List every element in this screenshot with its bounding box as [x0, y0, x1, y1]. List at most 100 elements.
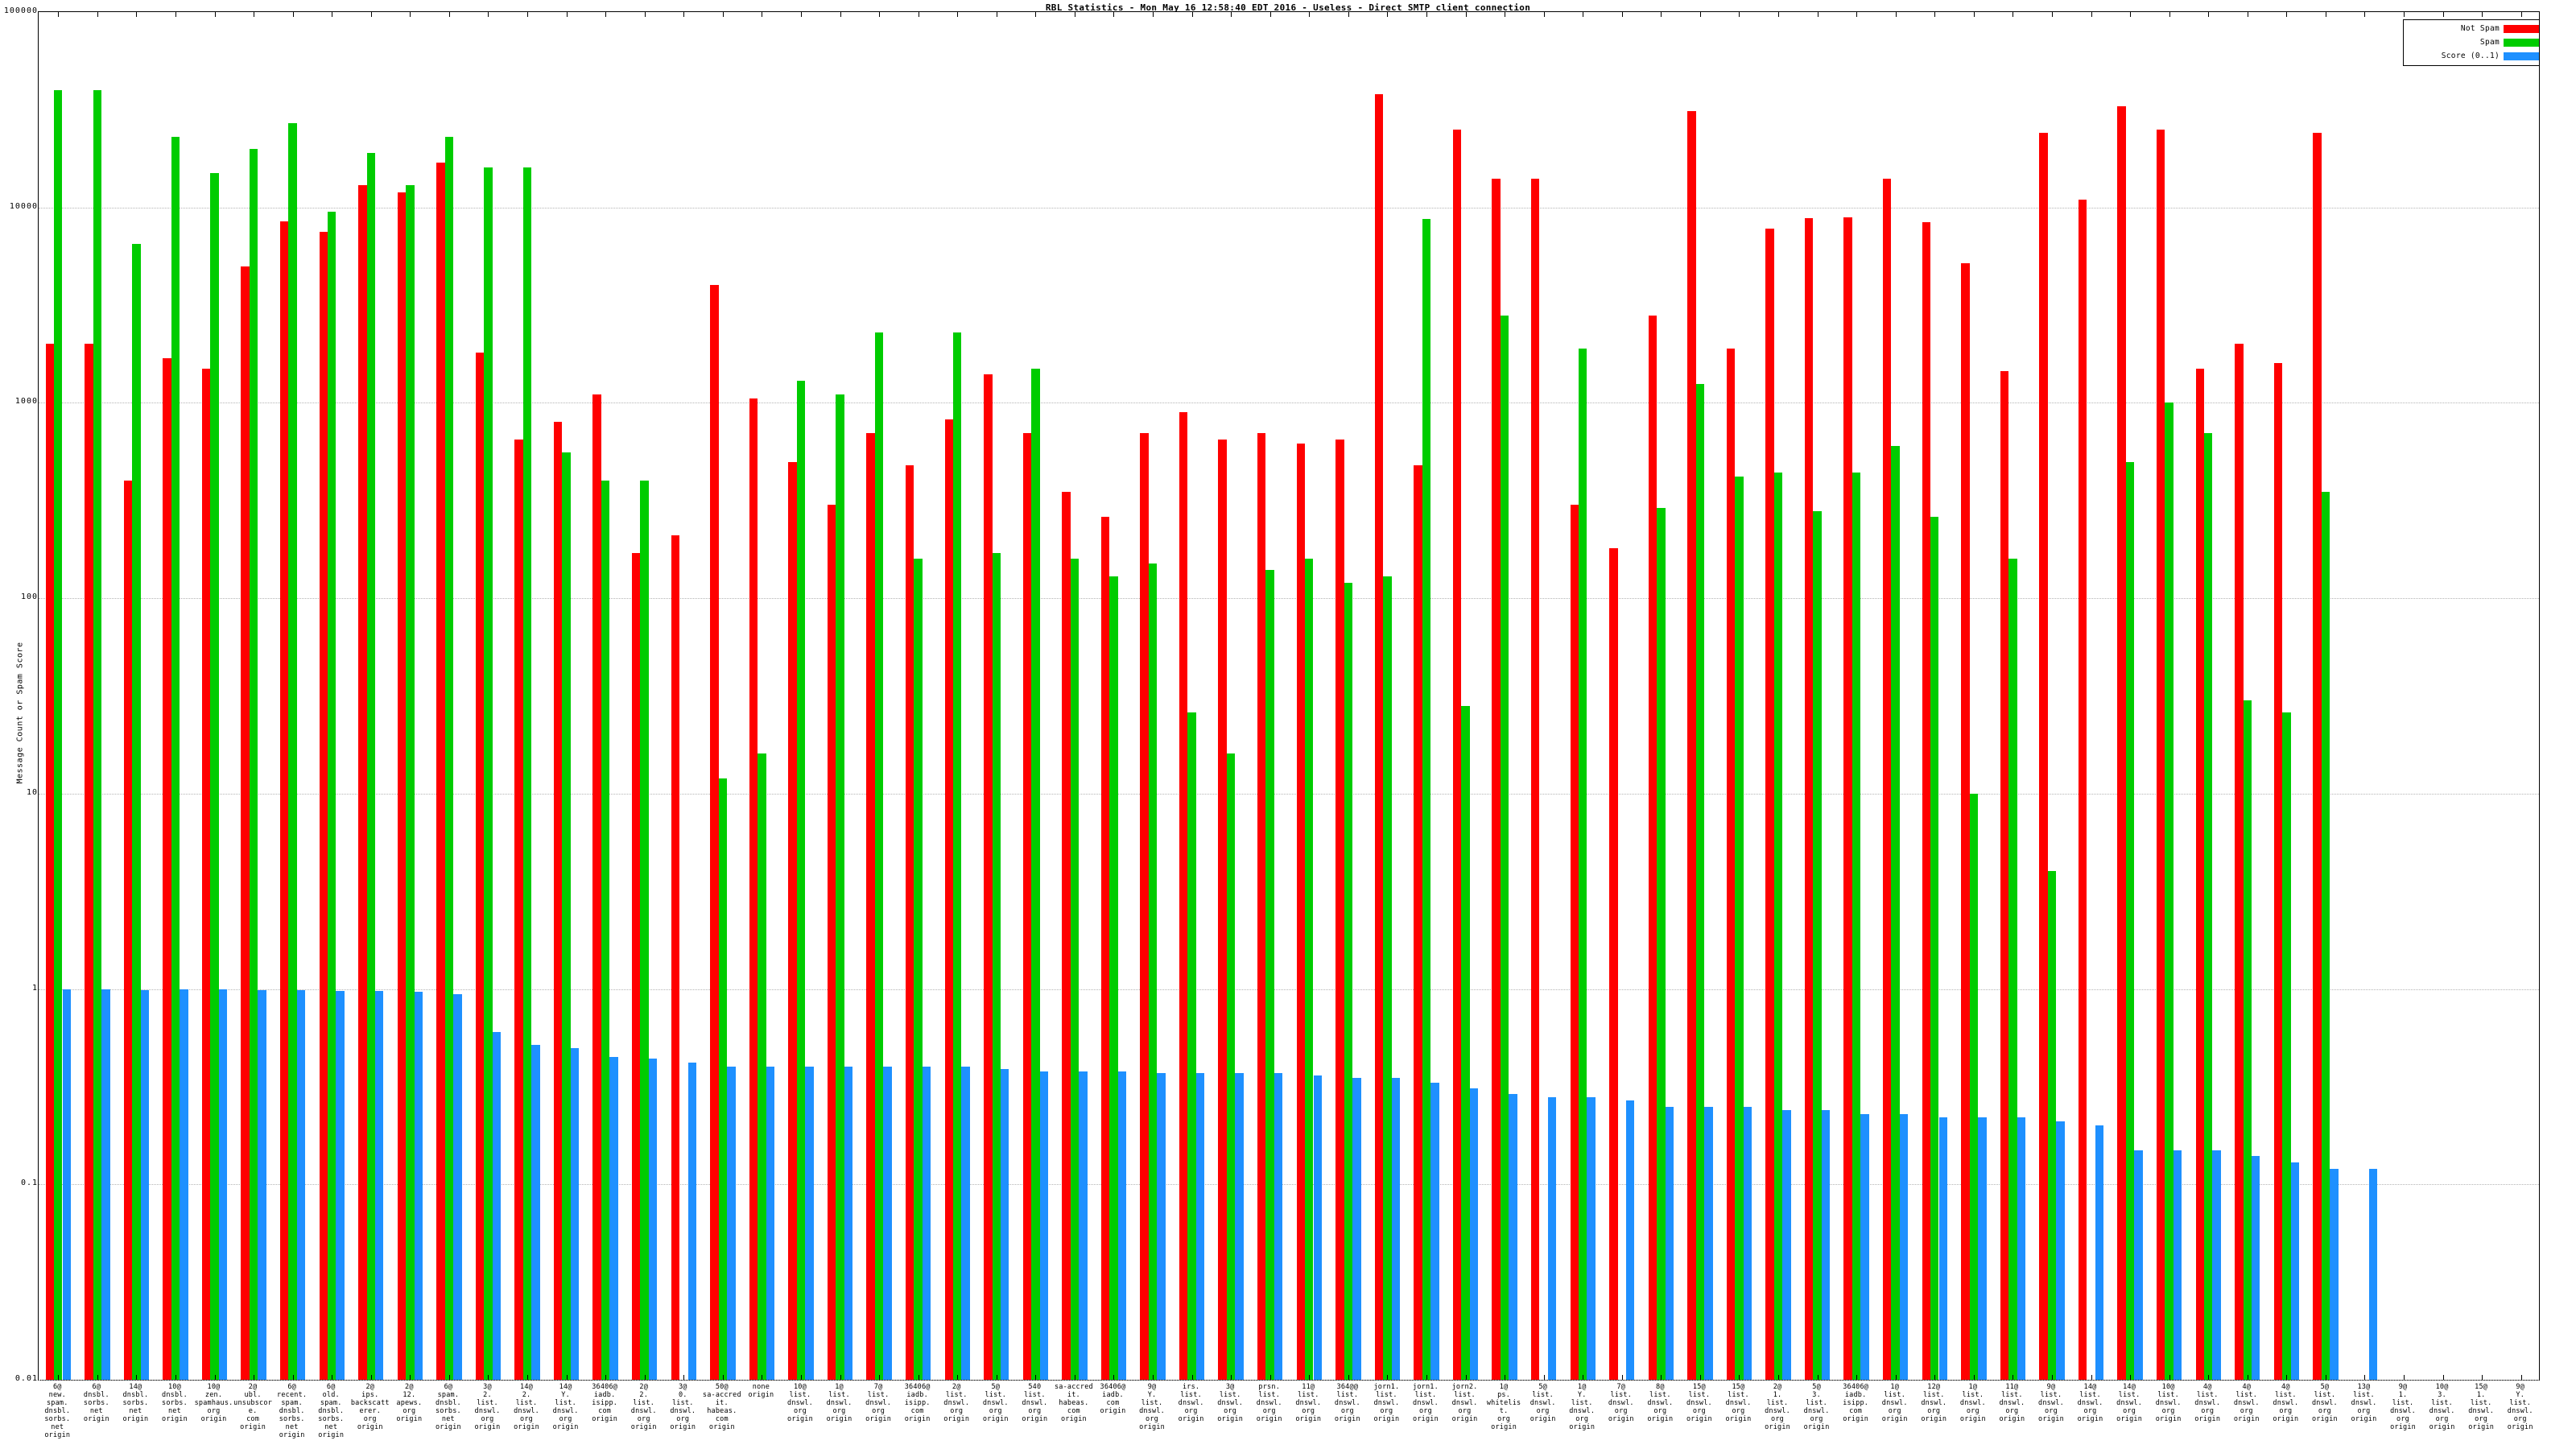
- legend-item-not-spam: Not Spam: [2404, 22, 2544, 35]
- x-tick-label: 3@ list. dnswl. org origin: [1217, 1383, 1244, 1423]
- bar: [444, 136, 454, 1380]
- bar: [1735, 476, 1744, 1380]
- x-tick-mark: [410, 12, 411, 17]
- x-tick-mark: [1778, 12, 1780, 17]
- x-tick-label: 15@ list. dnswl. org origin: [1686, 1383, 1712, 1423]
- bar: [1509, 1094, 1517, 1380]
- x-tick-label: 4@ list. dnswl. org origin: [2273, 1383, 2299, 1423]
- bar: [1100, 517, 1110, 1380]
- bar: [553, 421, 563, 1380]
- bar: [961, 1067, 970, 1380]
- bar: [1452, 130, 1462, 1380]
- bar: [2273, 362, 2283, 1380]
- bar: [2290, 1162, 2299, 1380]
- x-tick-label: 50@ sa-accredit. habeas. com origin: [702, 1383, 741, 1431]
- legend-item-spam: Spam: [2404, 35, 2544, 49]
- bar: [336, 990, 345, 1380]
- x-tick-mark: [1035, 12, 1037, 17]
- x-tick-mark: [2404, 1375, 2405, 1380]
- x-tick-mark: [1895, 1375, 1897, 1380]
- bar: [1883, 179, 1892, 1380]
- x-tick-label: 4@ list. dnswl. org origin: [2194, 1383, 2221, 1423]
- x-tick-label: 1@ Y. list. dnswl. org origin: [1569, 1383, 1596, 1431]
- x-tick-mark: [1934, 12, 1936, 17]
- x-tick-mark: [1699, 1375, 1701, 1380]
- x-tick-label: 14@ list. dnswl. org origin: [2116, 1383, 2143, 1423]
- x-tick-mark: [370, 1375, 372, 1380]
- x-tick-mark: [1231, 1375, 1232, 1380]
- x-tick-mark: [2091, 12, 2092, 17]
- bar: [1352, 1078, 1361, 1380]
- x-tick-mark: [2208, 12, 2210, 17]
- x-tick-label: 10@ 3. list. dnswl. org origin: [2429, 1383, 2455, 1431]
- x-tick-mark: [175, 1375, 176, 1380]
- plot-area: [38, 11, 2540, 1381]
- bar: [2095, 1125, 2104, 1380]
- bar: [1335, 439, 1344, 1380]
- x-tick-label: 6@ spam. dnsbl. sorbs. net origin: [435, 1383, 461, 1431]
- x-tick-label: 3@ 0. list. dnswl. org origin: [670, 1383, 696, 1431]
- x-tick-label: 5@ list. dnswl. org origin: [982, 1383, 1009, 1423]
- x-tick-mark: [1973, 1375, 1975, 1380]
- x-tick-mark: [1348, 12, 1349, 17]
- x-tick-label: irs. list. dnswl. org origin: [1178, 1383, 1204, 1423]
- x-tick-mark: [1387, 12, 1389, 17]
- x-tick-mark: [957, 12, 959, 17]
- bar: [2321, 492, 2330, 1380]
- bar: [1265, 569, 1274, 1380]
- bar: [62, 989, 71, 1380]
- bar: [1062, 492, 1071, 1380]
- bar: [2165, 402, 2174, 1380]
- bar: [1195, 1073, 1205, 1380]
- x-tick-label: 9@ 1. list. dnswl. org origin: [2390, 1383, 2416, 1431]
- bar: [279, 221, 289, 1380]
- bar: [2156, 130, 2165, 1380]
- x-tick-mark: [683, 12, 685, 17]
- bar: [1492, 179, 1501, 1380]
- bar: [531, 1044, 540, 1380]
- x-tick-mark: [527, 12, 529, 17]
- x-tick-label: sa-accredit. habeas. com origin: [1054, 1383, 1093, 1423]
- bar: [2243, 700, 2252, 1380]
- x-tick-label: 10@ zen. spamhaus. org origin: [194, 1383, 233, 1423]
- x-tick-mark: [1426, 12, 1427, 17]
- bar: [758, 753, 766, 1380]
- grid-line: [39, 989, 2539, 990]
- y-tick-label: 100000: [3, 6, 38, 15]
- bar: [140, 989, 150, 1380]
- bar: [1117, 1071, 1127, 1380]
- bar: [1969, 793, 1979, 1380]
- bar: [1218, 439, 1227, 1380]
- x-tick-mark: [58, 12, 60, 17]
- x-tick-mark: [1113, 12, 1115, 17]
- bar: [1782, 1110, 1791, 1380]
- bar: [1469, 1088, 1479, 1380]
- x-tick-label: 10@ list. dnswl. org origin: [2155, 1383, 2182, 1423]
- bar: [1547, 1096, 1557, 1380]
- x-tick-label: 9@ list. dnswl. org origin: [2038, 1383, 2064, 1423]
- x-tick-label: 14@ Y. list. dnswl. org origin: [552, 1383, 579, 1431]
- bar: [132, 244, 141, 1380]
- bar: [2173, 1150, 2182, 1380]
- x-tick-mark: [2051, 12, 2053, 17]
- bar: [1461, 706, 1470, 1380]
- bar: [1430, 1083, 1439, 1380]
- bar: [2212, 1150, 2221, 1380]
- bar: [687, 1063, 696, 1380]
- bar: [1296, 443, 1306, 1380]
- bar: [914, 558, 923, 1380]
- bar: [1344, 582, 1353, 1380]
- bar: [1657, 507, 1666, 1380]
- bar: [1274, 1073, 1283, 1380]
- x-tick-label: 5@ 3. list. dnswl. org origin: [1803, 1383, 1830, 1431]
- bar: [453, 994, 462, 1380]
- x-tick-label: 14@ 2. list. dnswl. org origin: [514, 1383, 539, 1431]
- x-tick-label: none origin: [748, 1383, 774, 1399]
- x-tick-mark: [1895, 12, 1897, 17]
- x-tick-mark: [136, 12, 138, 17]
- bar: [1704, 1106, 1713, 1380]
- x-tick-mark: [2130, 12, 2132, 17]
- bar: [1070, 558, 1080, 1380]
- bar: [1891, 446, 1900, 1380]
- x-tick-label: 10@ dnsbl. sorbs. net origin: [162, 1383, 188, 1423]
